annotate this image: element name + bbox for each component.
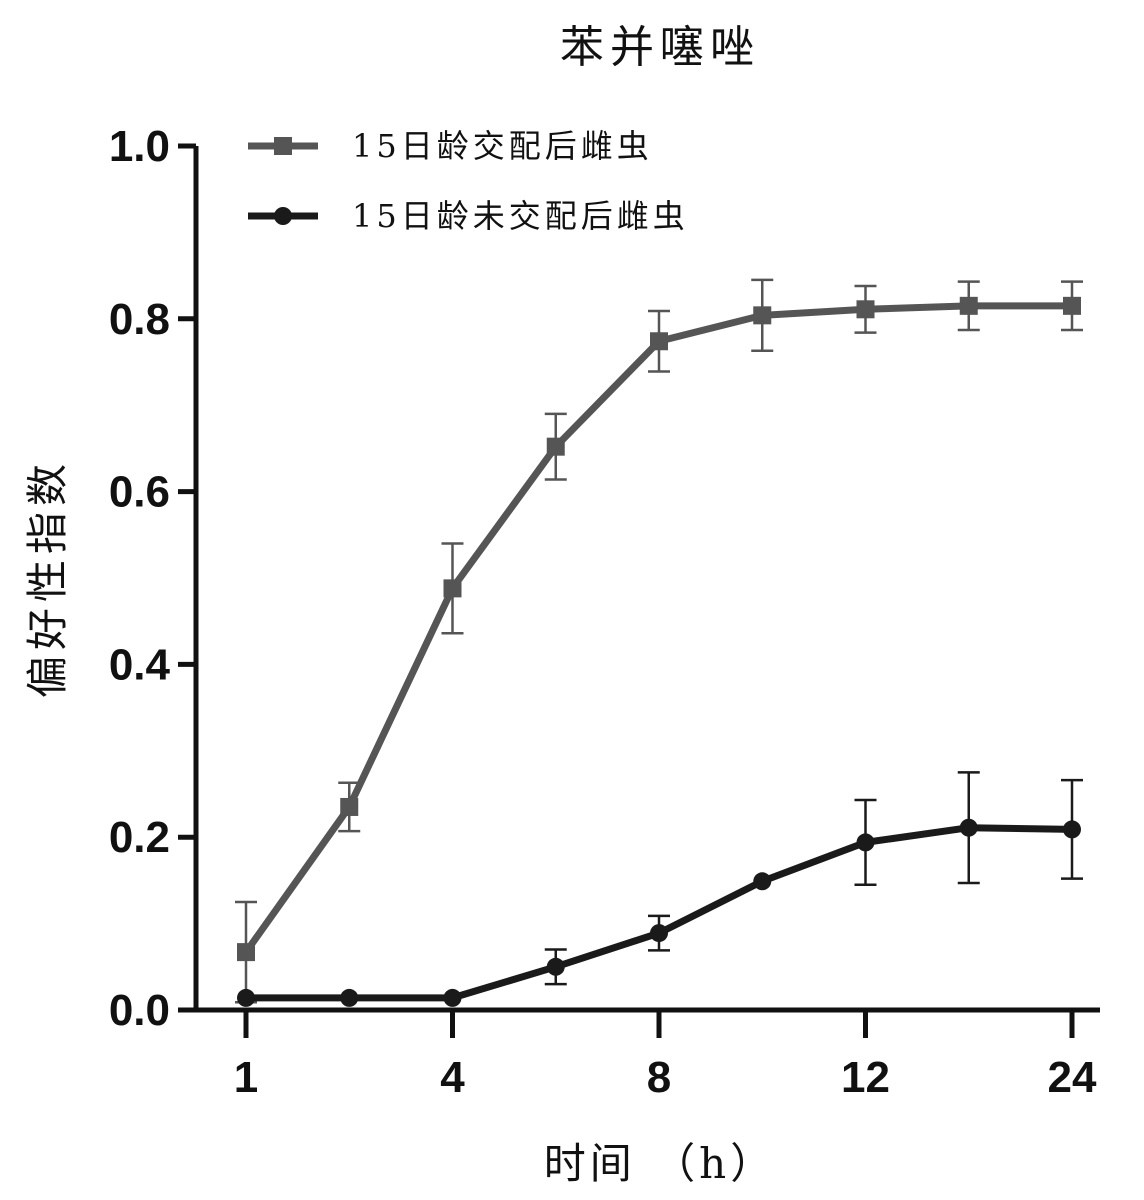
data-point — [340, 797, 359, 816]
series-line — [243, 302, 1072, 955]
data-point — [753, 306, 772, 325]
y-tick-label: 1.0 — [109, 122, 170, 171]
series-2 — [237, 771, 1083, 1007]
legend-marker — [274, 207, 292, 225]
data-point — [237, 988, 255, 1007]
data-point — [546, 437, 565, 456]
data-point — [1063, 296, 1081, 315]
data-point — [959, 818, 978, 837]
data-point — [650, 924, 668, 943]
series-line — [246, 824, 1073, 1002]
legend-item: 15日龄交配后雌虫 — [248, 127, 653, 165]
y-axis-title: 偏好性指数 — [23, 458, 72, 698]
legend-marker — [274, 137, 292, 155]
y-tick-label: 0.6 — [109, 468, 170, 517]
x-tick-label: 12 — [841, 1053, 890, 1102]
data-point — [753, 872, 772, 891]
legend-label: 15日龄交配后雌虫 — [352, 127, 653, 165]
series-1 — [235, 278, 1083, 1004]
x-tick-label: 8 — [647, 1053, 671, 1102]
y-tick-label: 0.2 — [109, 813, 170, 862]
data-point — [959, 296, 978, 315]
data-point — [546, 957, 565, 976]
x-tick-label: 1 — [234, 1053, 258, 1102]
y-tick-label: 0.4 — [109, 640, 171, 689]
data-point — [650, 332, 668, 351]
data-point — [340, 988, 359, 1007]
data-point — [237, 943, 255, 962]
data-point — [443, 988, 462, 1007]
x-tick-label: 4 — [440, 1053, 465, 1102]
x-tick-label: 24 — [1048, 1053, 1097, 1102]
data-point — [856, 833, 875, 852]
x-axis-title: 时间 （h） — [544, 1139, 776, 1188]
y-tick-label: 0.8 — [109, 295, 170, 344]
chart-title: 苯并噻唑 — [560, 22, 760, 73]
y-tick-label: 0.0 — [109, 986, 170, 1035]
legend-item: 15日龄未交配后雌虫 — [248, 197, 689, 235]
data-point — [856, 300, 875, 319]
data-point — [1063, 820, 1081, 839]
data-point — [443, 579, 462, 598]
legend-label: 15日龄未交配后雌虫 — [352, 197, 689, 235]
